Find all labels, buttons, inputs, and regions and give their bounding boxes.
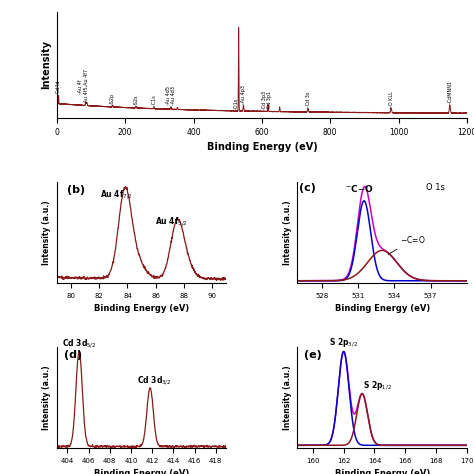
Text: -S2p: -S2p: [110, 92, 115, 104]
Text: (b): (b): [67, 185, 85, 195]
Text: -Au 4f
-Au 4f5,Au 4f7: -Au 4f -Au 4f5,Au 4f7: [78, 69, 89, 104]
Text: -Au 4d5
-Au 4d3: -Au 4d5 -Au 4d3: [165, 86, 176, 105]
Text: Cd 3d$_{5/2}$: Cd 3d$_{5/2}$: [62, 337, 96, 350]
X-axis label: Binding Energy (eV): Binding Energy (eV): [94, 469, 189, 474]
Text: Au 4f$_{5/2}$: Au 4f$_{5/2}$: [155, 216, 188, 228]
Text: -Cd 3s: -Cd 3s: [306, 91, 310, 107]
Text: -CdMNN1: -CdMNN1: [447, 80, 452, 103]
Text: -O KLL: -O KLL: [389, 91, 393, 107]
Y-axis label: Intensity: Intensity: [41, 40, 51, 90]
Text: -O1s: -O1s: [234, 98, 239, 109]
Text: -S2s: -S2s: [134, 94, 139, 105]
Text: S 2p$_{3/2}$: S 2p$_{3/2}$: [329, 336, 358, 349]
Text: (c): (c): [299, 183, 316, 193]
Text: O 1s: O 1s: [426, 183, 445, 192]
Text: Au 4f$_{7/2}$: Au 4f$_{7/2}$: [100, 188, 132, 201]
X-axis label: Binding Energy (eV): Binding Energy (eV): [94, 304, 189, 313]
Text: $^{-}$C$-$O: $^{-}$C$-$O: [345, 183, 374, 194]
X-axis label: Binding Energy (eV): Binding Energy (eV): [335, 469, 430, 474]
X-axis label: Binding Energy (eV): Binding Energy (eV): [207, 142, 317, 152]
Y-axis label: Intensity (a.u.): Intensity (a.u.): [42, 365, 51, 429]
Text: -C1s: -C1s: [151, 94, 156, 105]
Y-axis label: Intensity (a.u.): Intensity (a.u.): [42, 200, 51, 265]
Text: -Cd4d: -Cd4d: [56, 80, 61, 94]
X-axis label: Binding Energy (eV): Binding Energy (eV): [335, 304, 430, 313]
Text: $-$C=O: $-$C=O: [388, 234, 426, 255]
Text: Cd 3d$_{3/2}$: Cd 3d$_{3/2}$: [137, 374, 172, 386]
Text: (e): (e): [304, 350, 322, 360]
Text: (d): (d): [64, 350, 82, 360]
Y-axis label: Intensity (a.u.): Intensity (a.u.): [283, 200, 292, 265]
Text: S 2p$_{1/2}$: S 2p$_{1/2}$: [363, 379, 392, 392]
Text: -Au 4p3: -Au 4p3: [241, 85, 246, 104]
Y-axis label: Intensity (a.u.): Intensity (a.u.): [283, 365, 292, 429]
Text: -Cd 3p3
-Cd 3p1: -Cd 3p3 -Cd 3p1: [262, 91, 273, 110]
